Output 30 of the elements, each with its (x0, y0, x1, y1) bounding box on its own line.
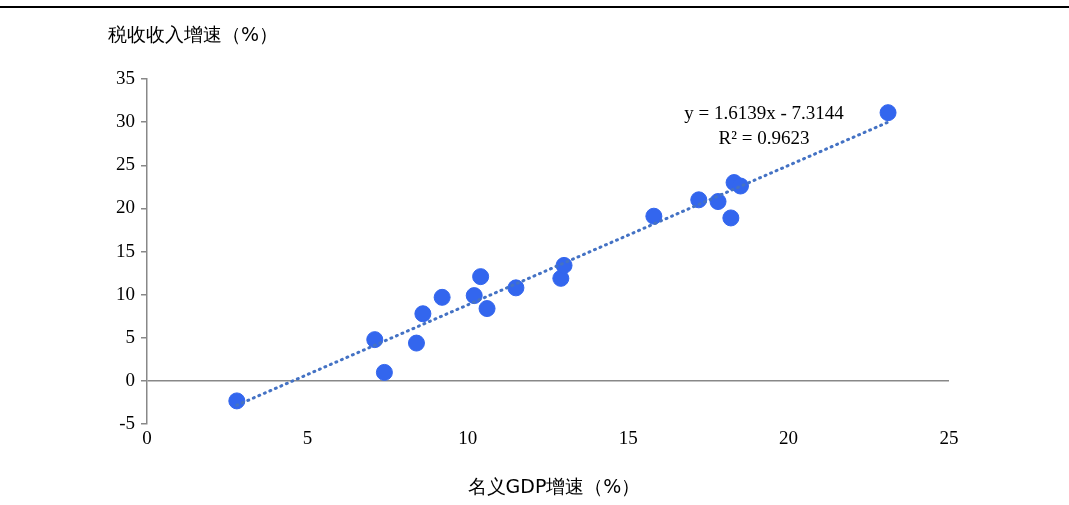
point (645, 207, 663, 225)
x-tick-label: 20 (779, 426, 799, 448)
y-tick-label: 30 (116, 110, 135, 132)
y-tick-label: 5 (125, 325, 135, 347)
x-tick-label: 25 (939, 426, 959, 448)
point (478, 300, 496, 318)
x-tick-label: 0 (142, 426, 152, 448)
y-tick-label: -5 (119, 412, 135, 434)
point (465, 287, 483, 305)
point (407, 334, 425, 352)
point (433, 288, 451, 306)
x-tick-label: 5 (302, 426, 313, 448)
point (414, 305, 432, 323)
x-axis-title: 名义GDP增速（%） (466, 474, 642, 499)
y-tick-label: 35 (116, 66, 135, 88)
annotation: y = 1.6139x - 7.3144 (684, 101, 845, 123)
point (375, 363, 393, 381)
y-axis-title: 税收收入增速（%） (108, 22, 279, 47)
y-tick-label: 10 (116, 282, 135, 304)
point (472, 268, 490, 286)
y-tick-label: 25 (116, 153, 135, 175)
point (722, 209, 740, 227)
y-tick-label: 20 (116, 196, 135, 218)
x-tick-label: 10 (458, 426, 478, 448)
x-tick-label: 15 (618, 426, 638, 448)
point (709, 193, 727, 211)
point (879, 104, 897, 122)
y-tick-label: 15 (116, 239, 135, 261)
y-tick-label: 0 (125, 369, 135, 391)
annotation: R² = 0.9623 (718, 126, 810, 148)
